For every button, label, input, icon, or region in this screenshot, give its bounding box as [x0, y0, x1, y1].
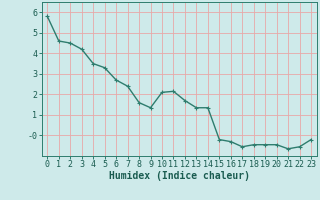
X-axis label: Humidex (Indice chaleur): Humidex (Indice chaleur): [109, 171, 250, 181]
